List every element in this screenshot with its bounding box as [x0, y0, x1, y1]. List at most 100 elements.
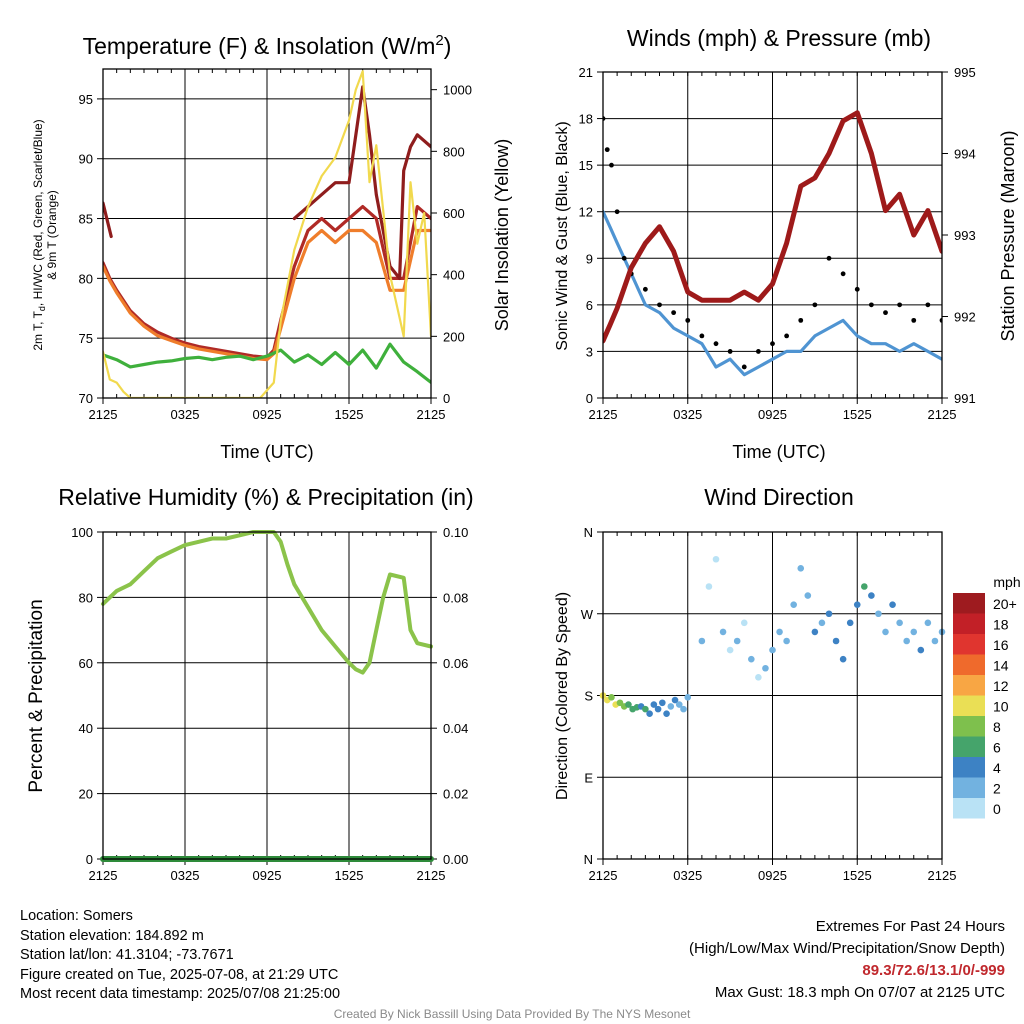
winds-series-point [741, 364, 747, 370]
wind-direction-point [762, 664, 769, 672]
wind-direction-point [654, 705, 662, 713]
colorbar-label: 10 [993, 699, 1009, 715]
winds-xlabel: Time (UTC) [732, 442, 825, 462]
station-info: Location: Somers Station elevation: 184.… [20, 907, 340, 1005]
wind-direction-point [868, 592, 875, 599]
wind-direction-point [663, 710, 670, 717]
temperature-series [103, 70, 431, 398]
winds-series-point [826, 255, 832, 261]
temperature-panel: Temperature (F) & Insolation (W/m2) Time… [31, 32, 512, 462]
colorbar-swatch [953, 716, 985, 737]
wind-direction-point [705, 583, 713, 590]
colorbar-label: 2 [993, 781, 1001, 797]
winds-ytick-label: 0 [586, 391, 593, 406]
wind-direction-ytick-label: W [581, 607, 594, 622]
winds-series-point [770, 341, 775, 347]
temperature-series-line [103, 70, 431, 398]
wind-direction-point [659, 699, 666, 707]
colorbar-swatch [953, 634, 985, 655]
temperature-ytick-label: 85 [79, 212, 93, 227]
temperature-series-line [103, 228, 431, 362]
winds-xtick-label: 0325 [673, 407, 702, 422]
wind-direction-point [910, 628, 918, 636]
wind-direction-point [684, 694, 692, 701]
winds-series-point [798, 317, 804, 323]
wind-direction-point [733, 637, 741, 645]
extremes-title: Extremes For Past 24 Hours [815, 918, 1005, 935]
wind-direction-point [748, 655, 755, 663]
winds-series-point [784, 333, 790, 339]
colorbar-swatch [953, 695, 985, 716]
insolation-ytick-right-label: 600 [443, 206, 465, 221]
temperature-series-line [103, 342, 431, 384]
station-location: Location: Somers [20, 908, 133, 924]
insolation-ytick-right-label: 200 [443, 329, 465, 344]
wind-direction-point [797, 565, 805, 572]
wind-direction-frame [602, 531, 943, 860]
humidity-ytick-label: 80 [79, 590, 93, 605]
winds-series-point [883, 310, 888, 316]
winds-series-point [755, 349, 761, 354]
pressure-ytick-right-label: 991 [954, 391, 976, 406]
temperature-xtick-label: 2125 [417, 407, 446, 422]
precipitation-ytick-right-label: 0.04 [443, 721, 468, 736]
wind-direction-xtick-label: 0925 [758, 868, 787, 883]
wind-direction-point [783, 637, 790, 645]
winds-ytick-label: 18 [579, 112, 593, 127]
wind-direction-point [818, 619, 826, 627]
wind-direction-point [917, 646, 925, 654]
winds-series [603, 110, 942, 377]
humidity-ytick-label: 60 [79, 656, 93, 671]
colorbar-unit: mph [993, 574, 1020, 590]
insolation-ytick-right-label: 1000 [443, 83, 472, 98]
insolation-ytick-right-label: 800 [443, 144, 465, 159]
colorbar-swatch [953, 654, 985, 675]
wind-direction-point [790, 601, 797, 608]
pressure-ytick-right-label: 993 [954, 228, 976, 243]
winds-panel: Winds (mph) & Pressure (mb) Time (UTC) S… [554, 25, 1018, 462]
winds-series-point [925, 302, 931, 308]
wind-direction-xtick-label: 0325 [673, 868, 702, 883]
pressure-ytick-right-label: 992 [954, 310, 976, 325]
humidity-ytick-label: 20 [79, 787, 93, 802]
winds-xtick-label: 2125 [928, 407, 957, 422]
winds-ytick-label: 12 [579, 205, 593, 220]
wind-direction-point [776, 628, 783, 636]
wind-direction-point [680, 705, 687, 713]
temperature-ylabel-left: 2m T, Td, HI/WC (Red, Green, Scarlet/Blu… [31, 119, 47, 350]
wind-direction-point [861, 583, 868, 590]
winds-ytick-label: 3 [586, 344, 593, 359]
humidity-ytick-label: 0 [86, 852, 93, 867]
insolation-ylabel-right: Solar Insolation (Yellow) [492, 139, 512, 331]
wind-direction-point [839, 655, 847, 663]
wind-direction-point [719, 628, 727, 636]
wind-direction-point [882, 628, 889, 636]
humidity-xtick-label: 1525 [335, 868, 364, 883]
wind-direction-point [811, 628, 819, 636]
winds-frame [602, 71, 943, 399]
humidity-xtick-label: 0925 [253, 868, 282, 883]
extremes-values: 89.3/72.6/13.1/0/-999 [862, 962, 1005, 979]
winds-series-point [840, 271, 846, 277]
winds-ytick-label: 6 [586, 298, 593, 313]
colorbar-label: 16 [993, 637, 1009, 653]
temperature-ytick-label: 80 [79, 271, 93, 286]
winds-series-point [854, 286, 860, 292]
station-latlon: Station lat/lon: 41.3104; -73.7671 [20, 947, 234, 963]
winds-series-point [911, 317, 917, 323]
credit-line: Created By Nick Bassill Using Data Provi… [333, 1007, 691, 1021]
wind-direction-ylabel: Direction (Colored By Speed) [554, 592, 571, 800]
recent-timestamp: Most recent data timestamp: 2025/07/08 2… [20, 986, 341, 1002]
winds-series-point [657, 302, 662, 308]
colorbar-label: 4 [993, 760, 1001, 776]
winds-ytick-label: 21 [579, 65, 593, 80]
humidity-xtick-label: 2125 [89, 868, 118, 883]
colorbar-swatch [953, 675, 985, 696]
winds-series-point [642, 286, 648, 292]
temperature-xtick-label: 0325 [171, 407, 200, 422]
wind-direction-point [698, 637, 706, 645]
winds-title: Winds (mph) & Pressure (mb) [627, 25, 931, 51]
wind-direction-ytick-label: E [584, 770, 593, 785]
wind-direction-point [832, 637, 840, 645]
